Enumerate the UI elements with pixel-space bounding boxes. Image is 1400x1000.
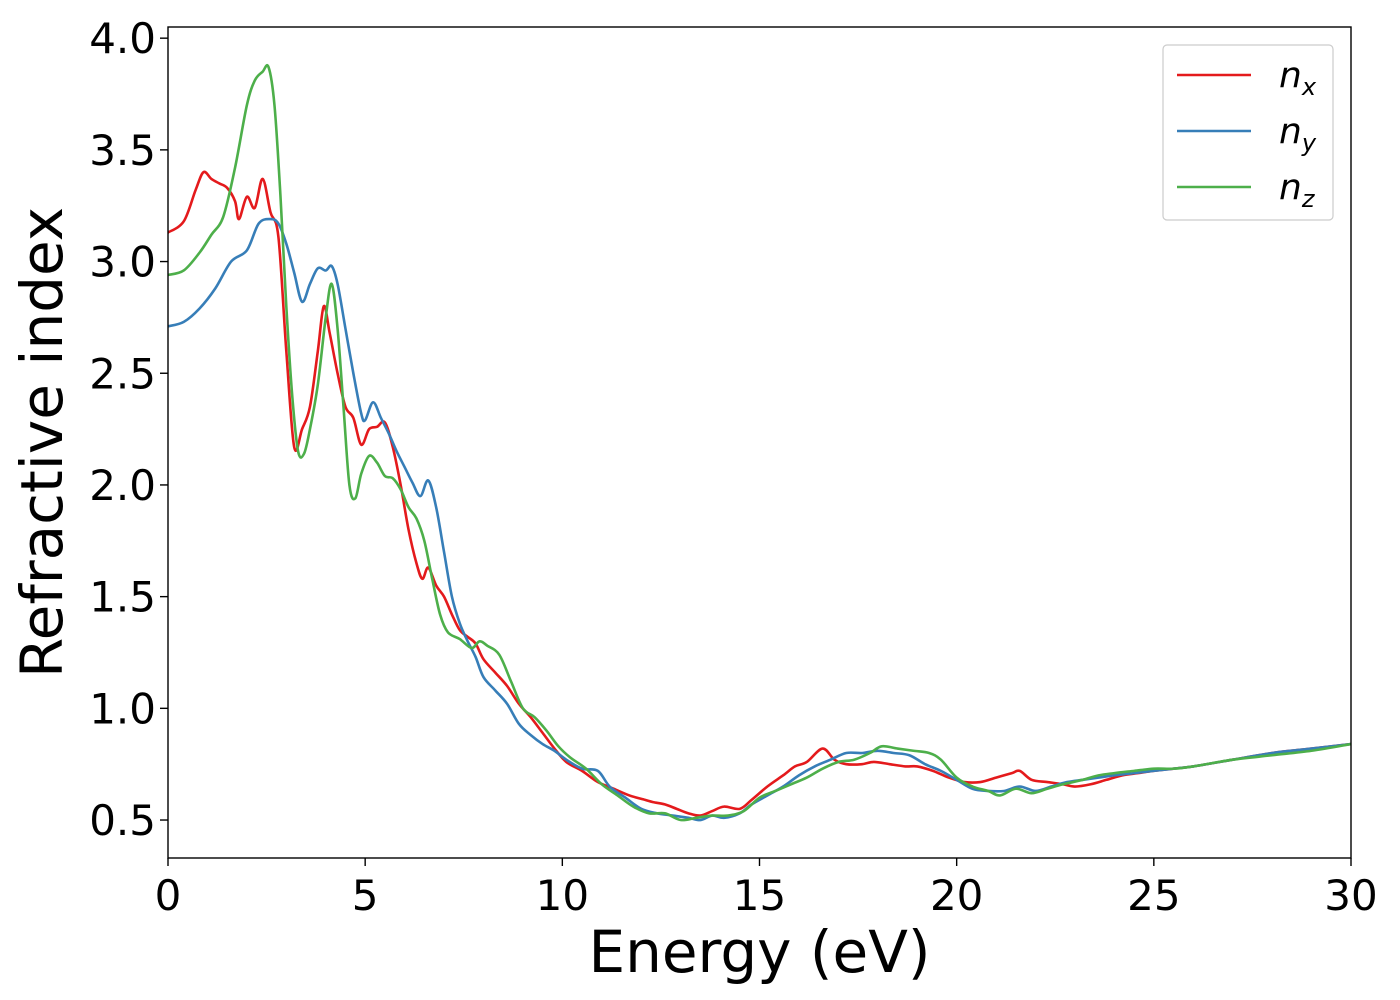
series-layer bbox=[168, 63, 1351, 822]
y-axis-ticks: 0.5 1.0 1.5 2.0 2.5 3.0 3.5 4.0 bbox=[89, 14, 168, 845]
legend-label-n-y: ny bbox=[1279, 111, 1317, 157]
legend-label-n-x: nx bbox=[1279, 55, 1317, 101]
legend-label-base: n bbox=[1279, 55, 1302, 96]
legend-label-subscript: z bbox=[1301, 185, 1316, 213]
legend-label-n-z: nz bbox=[1279, 167, 1316, 213]
y-tick-label: 3.0 bbox=[89, 238, 156, 287]
x-tick-label: 30 bbox=[1324, 871, 1377, 920]
legend-label-base: n bbox=[1279, 111, 1302, 152]
x-axis-ticks: 0 5 10 15 20 25 30 bbox=[155, 858, 1378, 920]
x-tick-label: 0 bbox=[155, 871, 182, 920]
x-axis-title: Energy (eV) bbox=[588, 918, 930, 986]
x-tick-label: 20 bbox=[930, 871, 983, 920]
y-tick-label: 4.0 bbox=[89, 14, 156, 63]
y-tick-label: 1.0 bbox=[89, 684, 156, 733]
y-tick-label: 3.5 bbox=[89, 126, 156, 175]
y-tick-label: 0.5 bbox=[89, 796, 156, 845]
x-tick-label: 5 bbox=[352, 871, 379, 920]
y-tick-label: 2.5 bbox=[89, 349, 156, 398]
series-line-n-z bbox=[168, 63, 1351, 822]
legend-label-subscript: y bbox=[1301, 129, 1317, 157]
x-tick-label: 15 bbox=[733, 871, 786, 920]
series-line-n-x bbox=[168, 170, 1351, 817]
y-tick-label: 2.0 bbox=[89, 461, 156, 510]
legend-label-subscript: x bbox=[1301, 73, 1317, 101]
y-axis-title: Refractive index bbox=[8, 207, 76, 678]
x-tick-label: 10 bbox=[536, 871, 589, 920]
y-tick-label: 1.5 bbox=[89, 573, 156, 622]
x-tick-label: 25 bbox=[1127, 871, 1180, 920]
series-line-n-y bbox=[168, 217, 1351, 822]
legend-label-base: n bbox=[1279, 167, 1302, 208]
legend-box bbox=[1162, 44, 1334, 221]
